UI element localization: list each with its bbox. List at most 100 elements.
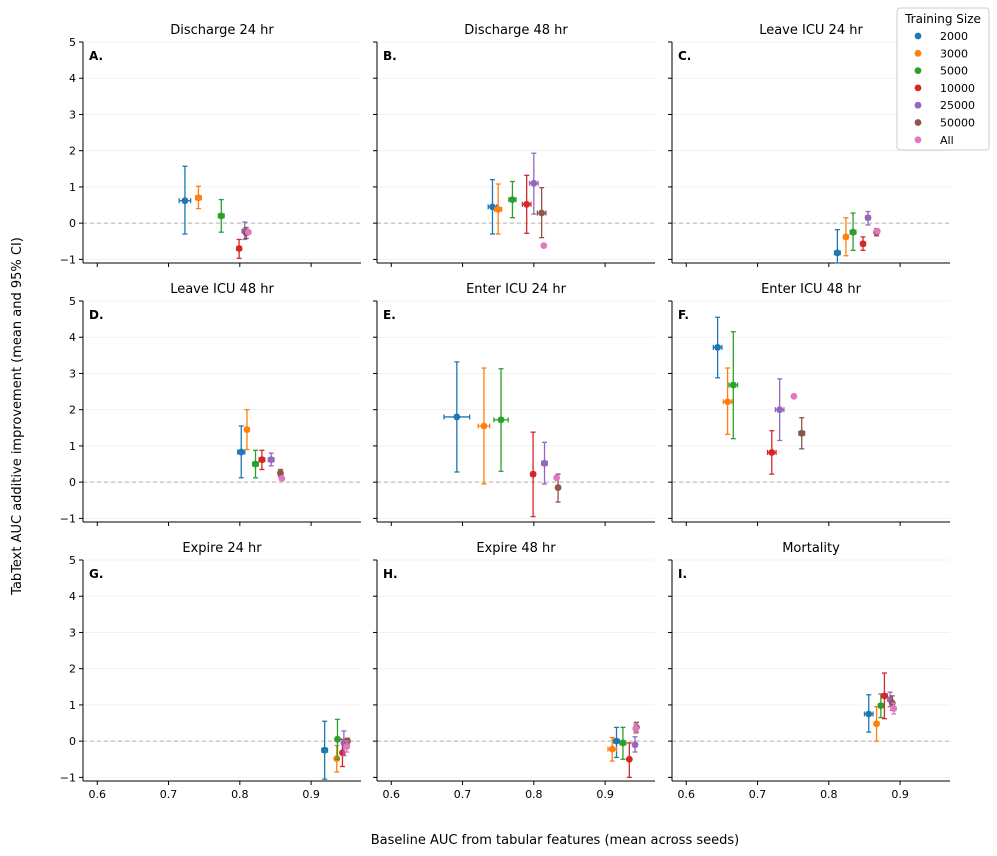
legend-entry-10000: 10000 <box>914 82 975 95</box>
data-marker <box>608 745 616 753</box>
y-tick-label: 0 <box>69 476 76 489</box>
y-tick-label: 1 <box>69 440 76 453</box>
data-marker <box>497 416 505 424</box>
data-point-10000 <box>258 449 266 471</box>
panel-e: Enter ICU 24 hr E. <box>373 282 655 526</box>
data-marker <box>864 214 872 222</box>
data-marker <box>252 460 259 468</box>
y-tick-label: 4 <box>69 590 76 603</box>
y-tick-label: 2 <box>69 145 76 158</box>
subplot-grid: −1 0 1 2 3 4 5 Discharge 24 hr A. Discharge 48 hr… <box>60 23 950 801</box>
data-point-2000 <box>712 316 723 379</box>
y-tick-label: −1 <box>60 253 76 266</box>
legend-title: Training Size <box>904 12 981 26</box>
y-tick-label: 0 <box>69 735 76 748</box>
x-tick-label: 0.6 <box>383 788 401 801</box>
legend: Training Size 2000 3000 5000 10000 25000 50000… <box>896 7 990 151</box>
data-point-10000 <box>859 236 867 251</box>
y-tick-label: 5 <box>69 36 76 49</box>
data-marker <box>724 398 731 406</box>
data-point-2000 <box>443 361 471 473</box>
legend-label: 2000 <box>940 30 968 43</box>
data-marker <box>873 227 881 235</box>
legend-marker <box>914 84 922 92</box>
legend-marker <box>914 136 922 144</box>
y-tick-label: 4 <box>69 72 76 85</box>
data-marker <box>714 343 722 351</box>
legend-label: 5000 <box>940 65 968 78</box>
data-marker <box>494 205 502 213</box>
data-marker <box>453 413 461 421</box>
y-tick-label: 2 <box>69 404 76 417</box>
legend-label: 25000 <box>940 99 975 112</box>
x-tick-label: 0.9 <box>302 788 320 801</box>
data-point-5000 <box>849 212 857 251</box>
data-marker <box>343 743 351 750</box>
data-marker <box>237 448 245 456</box>
panel-letter: G. <box>89 567 103 581</box>
data-point-3000 <box>477 367 491 485</box>
y-axis-label: TabText AUC additive improvement (mean a… <box>10 237 25 596</box>
y-tick-label: −1 <box>60 512 76 525</box>
data-point-5000 <box>728 331 739 440</box>
data-point-10000 <box>521 174 532 234</box>
data-marker <box>877 702 885 710</box>
data-point-2000 <box>833 229 841 264</box>
data-marker <box>195 194 202 202</box>
data-point-all <box>343 740 351 753</box>
data-point-all <box>890 702 898 715</box>
legend-marker <box>914 67 922 74</box>
data-point-10000 <box>880 672 888 720</box>
data-point-3000 <box>493 183 503 235</box>
legend-entry-3000: 3000 <box>914 47 968 60</box>
data-marker <box>541 459 548 467</box>
data-marker <box>554 484 562 491</box>
legend-frame <box>896 7 990 151</box>
data-marker <box>181 197 189 205</box>
data-marker <box>540 242 548 250</box>
panel-letter: H. <box>383 567 398 581</box>
panel-d: −1 0 1 2 3 4 5 Leave ICU 48 hr D. <box>60 282 361 526</box>
panel-h: 0.6 0.7 0.8 0.9 Expire 48 hr H. <box>373 541 655 801</box>
data-marker <box>258 456 266 464</box>
panel-letter: D. <box>89 308 104 322</box>
data-marker <box>881 692 888 700</box>
legend-marker <box>914 101 922 109</box>
x-tick-label: 0.7 <box>749 788 767 801</box>
panel-letter: A. <box>89 49 103 63</box>
data-marker <box>333 755 341 762</box>
panel-title: Mortality <box>782 541 840 556</box>
x-axis-label: Baseline AUC from tabular features (mean… <box>371 833 739 848</box>
data-marker <box>842 233 850 241</box>
panel-title: Leave ICU 48 hr <box>170 282 274 297</box>
data-marker <box>480 422 488 430</box>
data-point-5000 <box>619 726 627 760</box>
y-tick-label: 5 <box>69 554 76 567</box>
data-point-2000 <box>178 165 192 235</box>
x-tick-label: 0.7 <box>160 788 178 801</box>
data-marker <box>776 406 784 414</box>
data-point-10000 <box>766 430 777 475</box>
data-point-3000 <box>873 706 880 742</box>
legend-entry-25000: 25000 <box>914 99 975 112</box>
data-point-5000 <box>334 718 341 760</box>
data-point-all <box>278 475 286 482</box>
data-point-all <box>790 392 798 400</box>
data-marker <box>768 449 776 456</box>
data-marker <box>243 426 251 434</box>
y-tick-label: 0 <box>69 217 76 230</box>
data-marker <box>523 200 531 208</box>
panel-b: Discharge 48 hr B. <box>373 23 655 267</box>
x-tick-label: 0.8 <box>231 788 249 801</box>
legend-entry-50000: 50000 <box>914 117 975 130</box>
legend-marker <box>914 119 922 126</box>
data-point-all <box>632 723 640 734</box>
x-tick-label: 0.8 <box>525 788 543 801</box>
data-marker <box>631 741 639 749</box>
y-tick-label: 3 <box>69 626 76 639</box>
x-tick-label: 0.6 <box>678 788 696 801</box>
data-point-2000 <box>487 179 498 235</box>
data-point-all <box>244 228 252 236</box>
data-point-25000 <box>774 378 785 442</box>
